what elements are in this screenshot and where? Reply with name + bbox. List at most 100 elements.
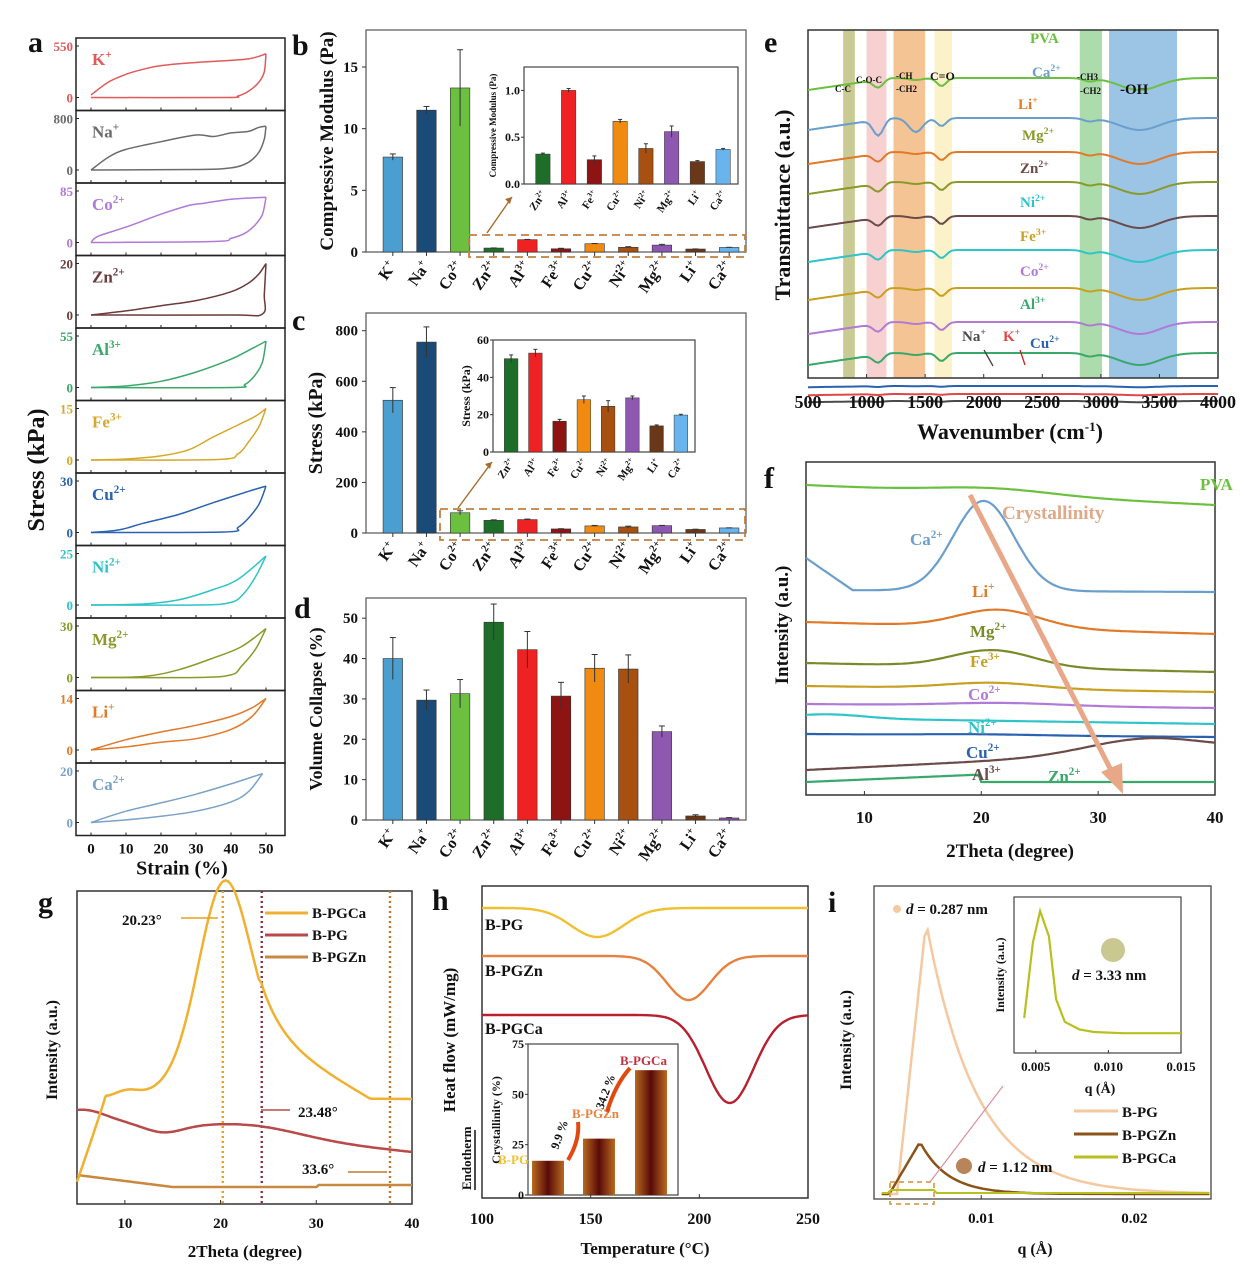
plot-frame <box>805 461 1216 796</box>
zoom-region-box <box>889 1181 935 1205</box>
x-tick-label: Na+ <box>404 826 434 857</box>
x-tick-label: 20 <box>154 842 169 858</box>
x-tick-label: Li+ <box>676 539 703 567</box>
ion-symbol: -CH <box>896 71 913 81</box>
x-axis-label: Wavenumber (cm-1) <box>917 419 1103 444</box>
band-label: -CH3 <box>1077 72 1098 82</box>
unloading-curve <box>90 485 267 534</box>
bar <box>382 399 403 534</box>
x-tick-label: 2000 <box>966 392 1002 412</box>
ion-charge: 2+ <box>648 258 663 273</box>
series-label: PVA <box>1030 31 1059 47</box>
ion-symbol: Fe <box>538 268 562 292</box>
y-tick-label: 0 <box>67 816 74 831</box>
ion-symbol: K <box>1003 329 1015 345</box>
inset-x-tick-label: Li+ <box>685 188 704 208</box>
band-label: -CH2 <box>1080 86 1101 96</box>
ion-symbol: K <box>92 50 106 69</box>
y-axis-label: Transmittance (a.u.) <box>770 110 795 301</box>
ion-charge: 3+ <box>526 456 537 467</box>
ion-charge: 3+ <box>547 539 562 554</box>
unloading-curve <box>90 126 267 171</box>
y-tick-label: 60 <box>477 333 489 347</box>
x-tick-label: 200 <box>687 1211 711 1228</box>
bar-label: B-PG <box>498 1152 529 1167</box>
xrd-pattern <box>805 773 1215 784</box>
ion-symbol: Mg <box>970 622 995 641</box>
ion-charge: 2+ <box>599 456 610 467</box>
x-tick-label: Co2+ <box>435 539 468 575</box>
ion-symbol: Fe <box>92 413 110 432</box>
x-tick-label: Al3+ <box>504 826 535 859</box>
series-label: PVA <box>1200 475 1233 494</box>
peak-annotation: 33.6° <box>302 1162 334 1178</box>
stress-strain-subplot: 30 0 Mg2+ <box>60 617 286 692</box>
x-tick-label: Mg2+ <box>634 826 669 865</box>
ion-symbol: Na <box>962 329 981 345</box>
legend-label: B-PGCa <box>312 906 367 922</box>
x-tick-label: Ca2+ <box>704 258 737 294</box>
series-label: Co2+ <box>968 684 1001 704</box>
ion-label: Fe3+ <box>92 412 122 432</box>
inset-frame <box>523 66 739 185</box>
bar <box>618 668 639 821</box>
ion-charge: 2+ <box>715 826 730 841</box>
ion-charge: 3+ <box>547 258 562 273</box>
ion-charge: 2+ <box>672 456 683 467</box>
ion-charge: 2+ <box>989 684 1001 696</box>
y-tick-label: 10 <box>343 122 358 138</box>
ion-charge: 2+ <box>614 258 629 273</box>
y-tick-label: 0 <box>67 598 74 613</box>
x-tick-label: 250 <box>796 1211 820 1228</box>
inset-x-tick-label: Fe3+ <box>579 188 601 211</box>
ion-charge: 2+ <box>446 826 461 841</box>
y-tick-label: 600 <box>336 374 359 390</box>
x-tick-label: 40 <box>405 1216 420 1232</box>
ion-label: Li+ <box>92 702 114 722</box>
dsc-curve <box>482 954 808 1002</box>
y-axis-label: Stress (kPa) <box>24 409 50 532</box>
stress-strain-subplot: 800 0 Na+ <box>54 109 286 184</box>
panel-letter: d <box>294 592 311 625</box>
ion-charge: 3+ <box>585 188 596 199</box>
arrow-head-icon <box>1101 763 1123 794</box>
bar <box>618 526 639 534</box>
ion-charge: + <box>1015 327 1021 338</box>
subplot-frame <box>75 399 286 474</box>
x-tick-label: Ca2+ <box>704 826 737 862</box>
stress-strain-subplot: 25 0 Ni2+ <box>60 544 286 619</box>
annotation-label: Crystallinity <box>1002 503 1105 524</box>
ion-symbol: Li <box>92 703 108 722</box>
ion-charge: 3+ <box>560 188 571 199</box>
ion-charge: + <box>980 327 986 338</box>
subplot-frame <box>75 327 286 402</box>
ion-charge: 3+ <box>988 651 1000 663</box>
y-tick-label: 0 <box>67 526 74 541</box>
x-tick-label: 40 <box>1207 808 1224 827</box>
subplot-frame <box>75 182 286 257</box>
x-tick-label: Co2+ <box>435 258 468 294</box>
xrd-pattern <box>805 608 1216 636</box>
ion-charge: 2+ <box>446 539 461 554</box>
ion-label: Ni2+ <box>92 557 121 577</box>
loading-curve <box>90 485 267 534</box>
ion-charge: 2+ <box>113 194 125 206</box>
ion-symbol: Ni <box>92 558 109 577</box>
y-tick-label: 0.5 <box>505 130 520 144</box>
x-tick-label: Ni2+ <box>605 539 636 572</box>
ion-charge: 2+ <box>580 258 595 273</box>
ion-charge: 3+ <box>513 258 528 273</box>
legend-label: B-PGZn <box>312 950 367 966</box>
unloading-curve <box>90 197 267 244</box>
series-label: B-PG <box>485 917 524 934</box>
y-tick-label: 15 <box>343 60 358 76</box>
legend-label: B-PG <box>1122 1105 1158 1121</box>
ion-symbol: Ca <box>665 463 683 481</box>
x-tick-label: 40 <box>224 842 239 858</box>
legend-label: B-PGCa <box>1122 1151 1177 1167</box>
band-label: -CH2 <box>896 84 917 94</box>
x-tick-label: Zn2+ <box>468 258 501 294</box>
ion-symbol: Mg <box>636 549 663 578</box>
ion-charge: 2+ <box>614 826 629 841</box>
